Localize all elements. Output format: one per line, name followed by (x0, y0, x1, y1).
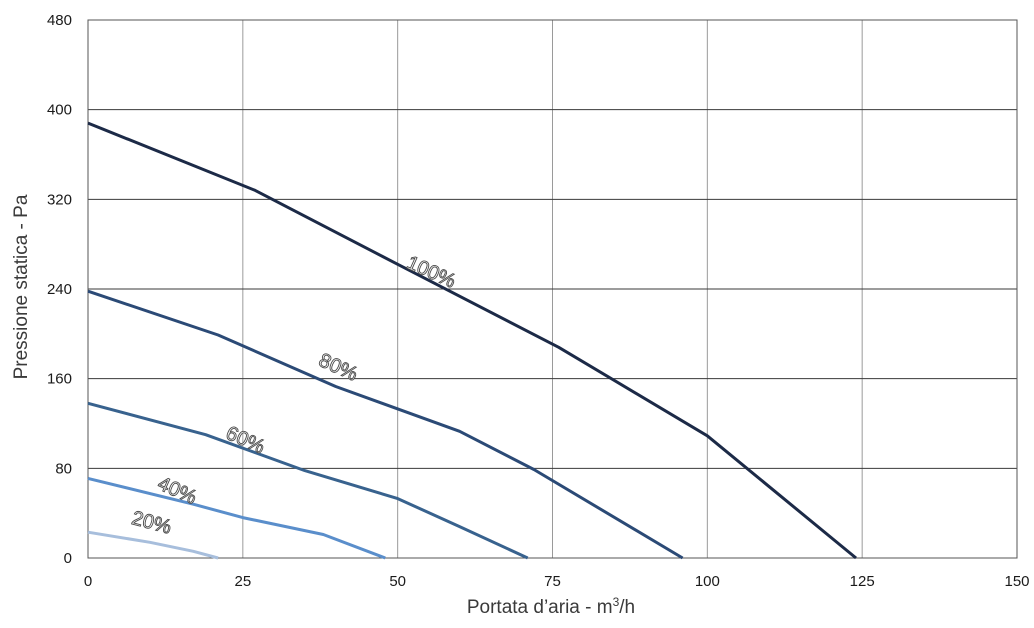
x-tick-label: 25 (234, 573, 251, 590)
grid (87, 19, 1018, 559)
series-line-20pct (87, 530, 219, 560)
x-tick-label: 125 (850, 573, 875, 590)
series-line-60pct (87, 401, 529, 560)
curve-label-100pct: 100% (403, 252, 459, 293)
series-line-80pct (87, 289, 684, 560)
x-tick-label: 100 (695, 573, 720, 590)
curve-label-40pct: 40% (154, 473, 200, 509)
series-group (87, 121, 857, 560)
y-axis-title: Pressione statica - Pa (11, 194, 32, 379)
x-axis-title-sup: 3 (613, 595, 620, 609)
x-tick-label: 75 (544, 573, 561, 590)
series-line-40pct (87, 476, 386, 560)
y-tick-label: 320 (47, 191, 72, 208)
curve-label-20pct: 20% (129, 507, 174, 539)
x-tick-label: 50 (389, 573, 406, 590)
x-axis-title-main: Portata d’aria - m (467, 597, 613, 618)
y-tick-label: 160 (47, 371, 72, 388)
y-tick-labels: 0 80 160 240 320 400 480 (47, 12, 72, 567)
plot-border (87, 19, 1018, 559)
y-tick-label: 480 (47, 12, 72, 29)
curve-label-60pct: 60% (223, 422, 269, 458)
x-axis-title: Portata d’aria - m3/h (467, 595, 635, 618)
x-tick-label: 150 (1004, 573, 1029, 590)
plot-frame (87, 19, 1018, 559)
x-tick-labels: 0 25 50 75 100 125 150 (84, 573, 1030, 590)
y-tick-label: 240 (47, 281, 72, 298)
x-axis-title-tail: /h (619, 597, 635, 618)
x-tick-label: 0 (84, 573, 92, 590)
y-tick-label: 400 (47, 102, 72, 119)
y-tick-label: 80 (55, 460, 72, 477)
series-line-100pct (87, 121, 857, 560)
curve-labels: 100%80%60%40%20% (129, 251, 460, 539)
y-tick-label: 0 (64, 550, 72, 567)
